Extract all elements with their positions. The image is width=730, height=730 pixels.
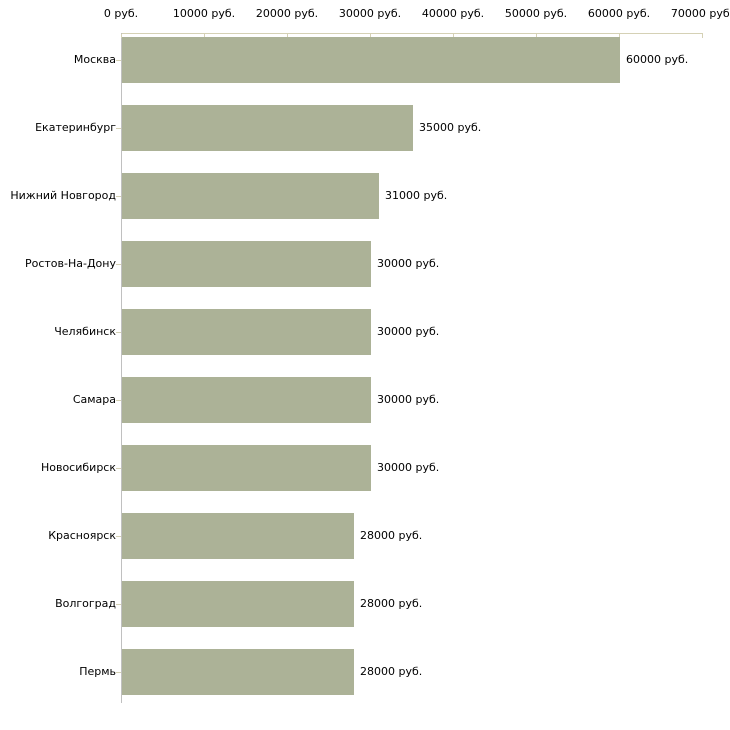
category-label: Волгоград	[55, 597, 116, 610]
bar	[122, 513, 354, 559]
bar-value-label: 30000 руб.	[377, 393, 440, 406]
x-axis-tick-label: 70000 руб.	[670, 7, 730, 20]
x-axis-tick-mark	[370, 34, 371, 38]
category-tick-mark	[116, 60, 121, 61]
category-tick-mark	[116, 604, 121, 605]
category-tick-mark	[116, 468, 121, 469]
bar-value-label: 28000 руб.	[360, 665, 423, 678]
bar	[122, 37, 620, 83]
bar	[122, 241, 371, 287]
bar	[122, 309, 371, 355]
category-tick-mark	[116, 672, 121, 673]
x-axis-tick-mark	[702, 34, 703, 38]
x-axis-tick-label: 50000 руб.	[504, 7, 568, 20]
category-label: Красноярск	[48, 529, 116, 542]
category-tick-mark	[116, 400, 121, 401]
y-axis-line	[121, 33, 122, 703]
bar	[122, 105, 413, 151]
x-axis-tick-label: 60000 руб.	[587, 7, 651, 20]
category-label: Екатеринбург	[35, 121, 116, 134]
category-label: Москва	[73, 53, 116, 66]
bar-value-label: 28000 руб.	[360, 529, 423, 542]
category-tick-mark	[116, 332, 121, 333]
category-label: Ростов-На-Дону	[24, 257, 116, 270]
x-axis-tick-label: 40000 руб.	[421, 7, 485, 20]
category-label: Самара	[72, 393, 116, 406]
x-axis-tick-mark	[619, 34, 620, 38]
category-tick-mark	[116, 264, 121, 265]
bar	[122, 377, 371, 423]
bar-value-label: 30000 руб.	[377, 461, 440, 474]
bar	[122, 581, 354, 627]
bar-value-label: 35000 руб.	[419, 121, 482, 134]
bar	[122, 649, 354, 695]
bar	[122, 173, 379, 219]
x-axis-tick-mark	[536, 34, 537, 38]
x-axis-tick-mark	[453, 34, 454, 38]
x-axis-tick-label: 30000 руб.	[338, 7, 402, 20]
x-axis-tick-mark	[287, 34, 288, 38]
x-axis-tick-mark	[121, 34, 122, 38]
x-axis-tick-mark	[204, 34, 205, 38]
x-axis-tick-label: 20000 руб.	[255, 7, 319, 20]
category-label: Нижний Новгород	[10, 189, 116, 202]
x-axis-tick-label: 10000 руб.	[172, 7, 236, 20]
bar	[122, 445, 371, 491]
bar-value-label: 60000 руб.	[626, 53, 689, 66]
category-tick-mark	[116, 536, 121, 537]
x-axis-tick-label: 0 руб.	[103, 7, 139, 20]
category-tick-mark	[116, 196, 121, 197]
category-label: Челябинск	[54, 325, 116, 338]
bar-value-label: 30000 руб.	[377, 325, 440, 338]
category-label: Новосибирск	[40, 461, 116, 474]
bar-value-label: 31000 руб.	[385, 189, 448, 202]
bar-value-label: 28000 руб.	[360, 597, 423, 610]
category-label: Пермь	[79, 665, 116, 678]
x-axis-line	[121, 33, 703, 34]
category-tick-mark	[116, 128, 121, 129]
bar-value-label: 30000 руб.	[377, 257, 440, 270]
